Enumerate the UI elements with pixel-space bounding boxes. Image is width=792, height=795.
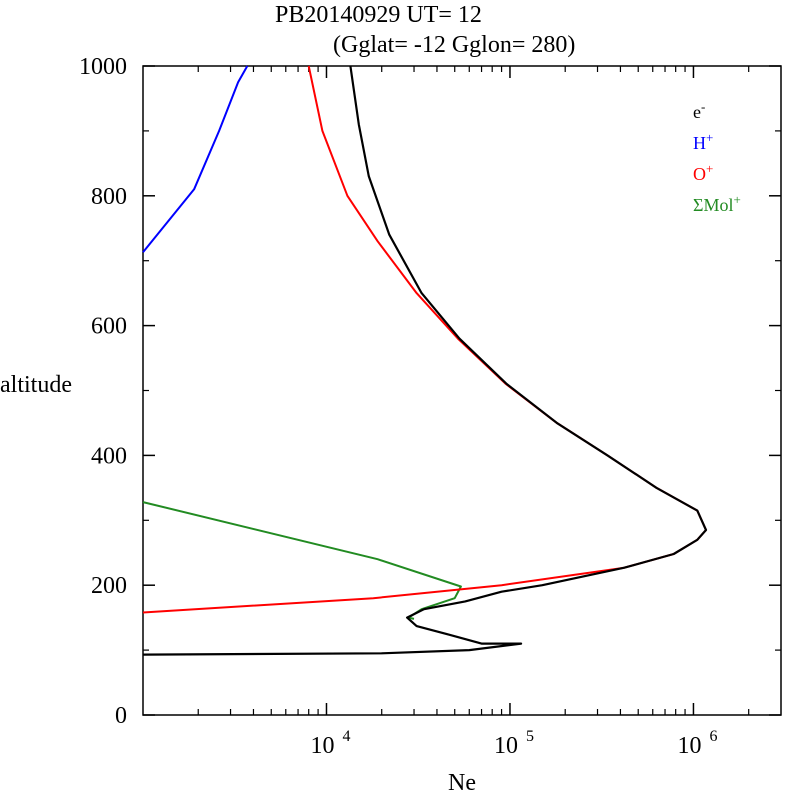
series-line-2 bbox=[142, 65, 249, 253]
y-tick-label-0: 0 bbox=[115, 703, 127, 729]
y-tick-label-200: 200 bbox=[91, 573, 127, 599]
x-axis-label: Ne bbox=[448, 770, 476, 795]
y-tick-label-800: 800 bbox=[91, 184, 127, 210]
x-tick-label-exp-1000000: 6 bbox=[709, 728, 717, 745]
x-tick-label-exp-100000: 5 bbox=[526, 728, 534, 745]
series-line-1 bbox=[142, 65, 707, 614]
x-tick-label-exp-10000: 4 bbox=[342, 728, 350, 745]
y-tick-label-400: 400 bbox=[91, 443, 127, 469]
legend-entry-0: e- bbox=[693, 99, 705, 122]
x-tick-label-10000: 10 bbox=[310, 733, 334, 759]
legend-entry-2: O+ bbox=[693, 161, 713, 184]
series-line-3 bbox=[142, 65, 708, 656]
plot-frame bbox=[142, 65, 782, 716]
legend-entry-3: ΣMol+ bbox=[693, 192, 741, 215]
chart-title-line2: (Gglat= -12 Gglon= 280) bbox=[333, 32, 575, 58]
y-tick-label-600: 600 bbox=[91, 314, 127, 340]
series-line-0 bbox=[142, 501, 462, 620]
x-tick-label-1000000: 10 bbox=[677, 733, 701, 759]
chart-title-line1: PB20140929 UT= 12 bbox=[275, 2, 482, 28]
y-tick-label-1000: 1000 bbox=[79, 54, 127, 80]
x-tick-label-100000: 10 bbox=[494, 733, 518, 759]
y-axis-label: altitude bbox=[0, 372, 72, 398]
legend-entry-1: H+ bbox=[693, 130, 713, 153]
